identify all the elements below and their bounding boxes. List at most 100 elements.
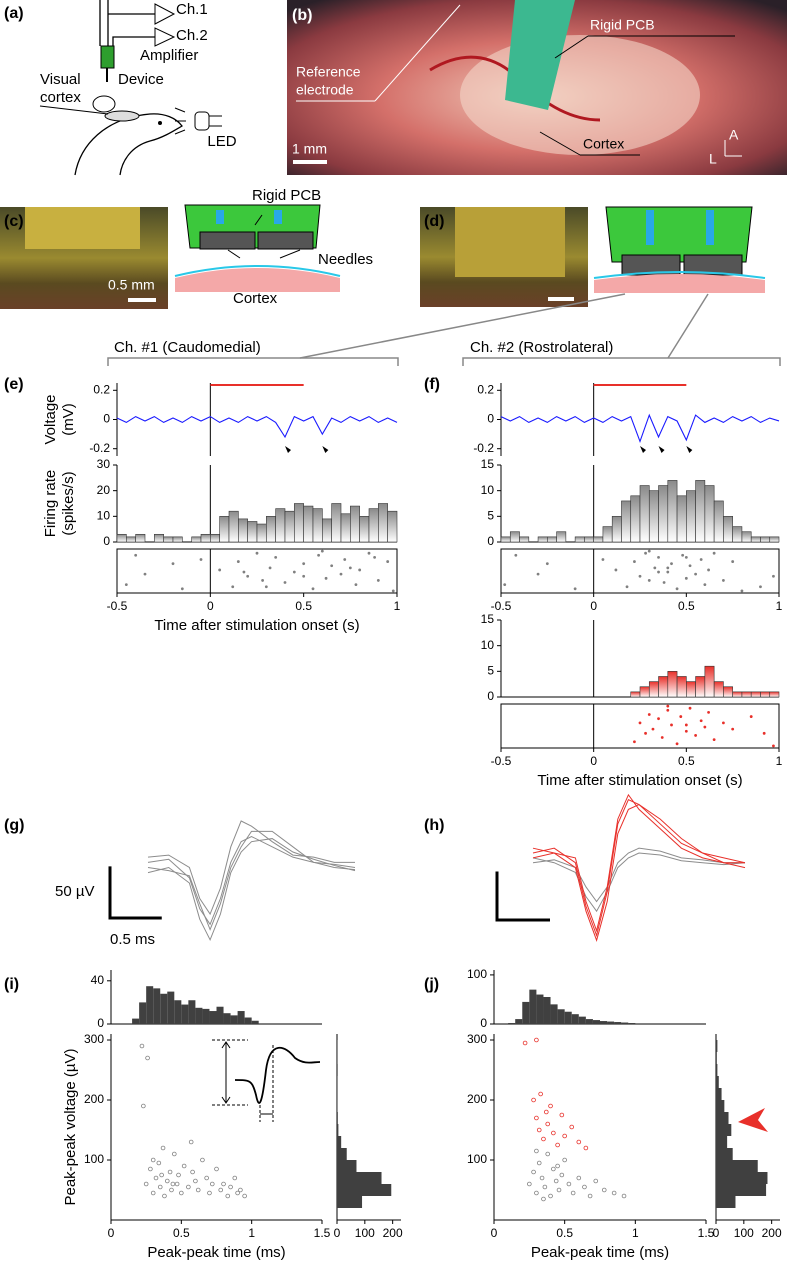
bar (508, 1023, 516, 1024)
y-tick-label: 0 (103, 534, 110, 548)
trace (147, 835, 356, 926)
point (647, 549, 651, 553)
point (559, 1112, 565, 1118)
point (170, 1181, 176, 1187)
bar (713, 500, 724, 543)
connector (706, 210, 714, 245)
bar (536, 994, 544, 1024)
point (317, 553, 320, 557)
point (503, 583, 507, 587)
bar (723, 516, 733, 543)
panel-label: (e) (4, 376, 24, 393)
point (159, 1172, 164, 1178)
point (644, 731, 647, 735)
bar (191, 536, 202, 543)
bar (550, 1004, 558, 1024)
point (688, 564, 692, 568)
film (174, 265, 341, 277)
point (551, 1166, 556, 1172)
x-tick-label: 0 (590, 599, 597, 613)
x-tick-label: 0.5 (678, 599, 695, 613)
point (238, 1187, 243, 1193)
bar (160, 993, 168, 1024)
point (195, 1187, 201, 1193)
panel-c: (c) 0.5 mm Rigid PCB Needles Cortex (0, 187, 373, 309)
point (176, 1172, 181, 1178)
inset (212, 1039, 321, 1122)
point (759, 585, 762, 589)
point (562, 1133, 567, 1139)
point (536, 1160, 542, 1166)
point (666, 570, 670, 574)
point (593, 1178, 599, 1184)
bar (219, 516, 230, 543)
y-tick-label: 0 (480, 1016, 487, 1030)
point (576, 1175, 582, 1181)
point (653, 566, 657, 570)
bar (195, 1007, 203, 1024)
point (141, 1103, 146, 1109)
bar (695, 480, 706, 543)
point (675, 742, 679, 746)
bar (716, 1172, 768, 1184)
bar (515, 1019, 523, 1024)
bar (238, 518, 248, 543)
bar (716, 1088, 722, 1100)
y-tick-label: 10 (481, 483, 495, 497)
point (148, 1166, 153, 1172)
bar (716, 1184, 767, 1196)
bar (704, 485, 715, 543)
point (762, 731, 766, 735)
point (662, 581, 666, 584)
bar (556, 531, 567, 543)
point (181, 1163, 187, 1169)
bar (716, 1196, 736, 1208)
bar (614, 1022, 622, 1024)
point (576, 1139, 582, 1145)
point (221, 1181, 226, 1187)
bar (704, 665, 715, 698)
bar (500, 536, 511, 543)
label: Ch.1 (176, 1, 208, 18)
bar (741, 691, 752, 698)
bar (658, 485, 669, 543)
bar (543, 997, 551, 1024)
point (522, 1040, 528, 1046)
point (548, 1193, 553, 1199)
point (172, 1151, 177, 1157)
x-tick-label: 0 (207, 599, 214, 613)
point (188, 1139, 194, 1145)
bar (210, 533, 220, 543)
point (134, 553, 138, 557)
bar (116, 533, 127, 543)
bar (628, 1023, 636, 1024)
bar (154, 533, 164, 543)
point (167, 1169, 173, 1175)
y-tick-label: 15 (481, 457, 495, 471)
chip (257, 231, 314, 250)
label: L (709, 151, 717, 167)
bar (331, 503, 342, 543)
bar (359, 516, 370, 543)
x-tick-label: 1 (776, 754, 783, 768)
bar (337, 1112, 338, 1124)
y-tick-label: -0.2 (89, 441, 110, 455)
point (193, 1178, 198, 1184)
point (545, 562, 549, 566)
point (367, 551, 371, 555)
point (670, 562, 673, 566)
arrow-marker (738, 1108, 768, 1132)
point (264, 585, 268, 589)
point (199, 558, 203, 561)
x-tick-label: 0 (590, 754, 597, 768)
trace (500, 413, 780, 444)
bar (522, 1001, 530, 1024)
point (143, 572, 147, 576)
x-tick-label: 1 (248, 1226, 255, 1240)
point (657, 717, 660, 721)
bar (584, 536, 594, 543)
point (707, 568, 710, 572)
bar (228, 510, 239, 543)
bar (585, 1019, 593, 1024)
bar (676, 676, 687, 698)
